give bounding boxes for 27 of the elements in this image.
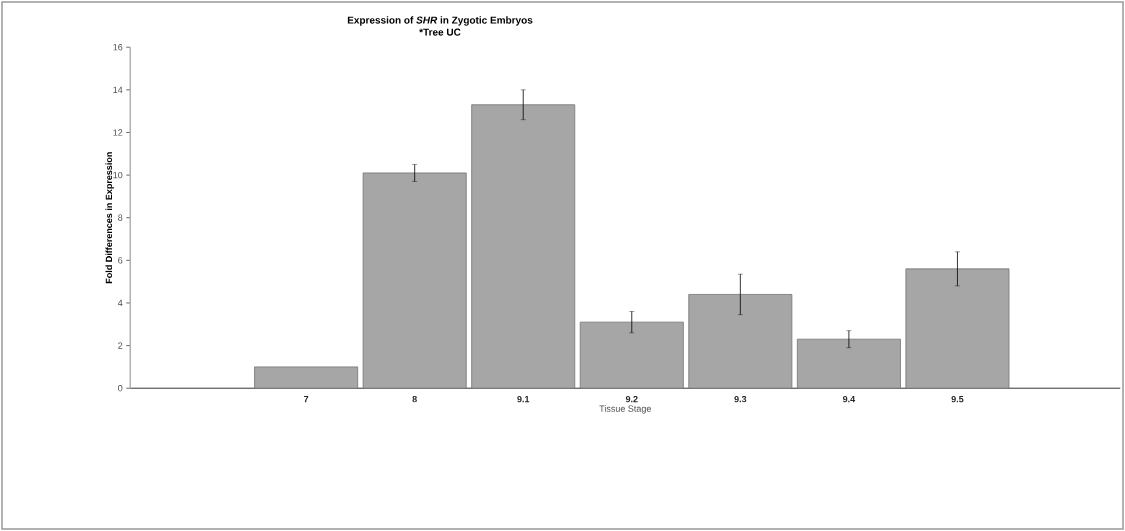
y-tick-label: 2 — [118, 342, 123, 349]
x-tick-label: 9.5 — [951, 395, 964, 403]
chart-subtitle: *Tree UC — [419, 28, 461, 36]
x-tick-label: 9.3 — [734, 395, 747, 403]
bar — [471, 104, 576, 389]
y-tick-label: 4 — [117, 299, 123, 307]
x-tick-label: 9.4 — [842, 395, 856, 403]
y-tick-label: 8 — [118, 214, 123, 221]
x-axis-title: Tissue Stage — [599, 405, 651, 414]
bar — [796, 338, 901, 389]
y-axis-title: Fold Differences in Expression — [105, 152, 114, 284]
y-tick-label: 6 — [118, 257, 123, 264]
x-tick-label: 9.2 — [625, 395, 638, 403]
bar — [905, 268, 1010, 389]
bar — [254, 366, 359, 389]
x-tick-label: 9.1 — [517, 395, 530, 403]
y-tick-label: 14 — [113, 86, 123, 93]
bar — [688, 294, 793, 389]
y-tick-label: 16 — [113, 44, 123, 51]
y-tick-label: 0 — [118, 385, 123, 392]
y-tick-label: 10 — [113, 171, 123, 179]
bar — [579, 321, 684, 389]
x-tick-label: 8 — [412, 395, 417, 403]
y-tick-label: 12 — [113, 129, 123, 136]
bar — [362, 172, 467, 389]
chart-title: Expression of SHR in Zygotic Embryos — [347, 16, 533, 26]
x-tick-label: 7 — [304, 396, 309, 403]
